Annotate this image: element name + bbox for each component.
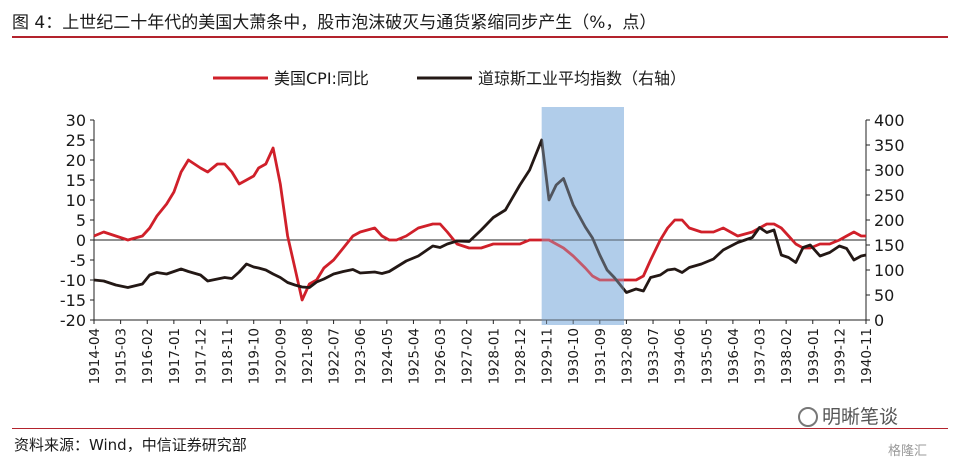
- x-tick-label: 1932-08: [619, 328, 635, 384]
- x-tick-label: 1931-09: [593, 328, 609, 384]
- y-left-tick-label: -10: [60, 271, 86, 290]
- source-rule: [12, 428, 948, 429]
- series-line-dow: [93, 138, 867, 294]
- y-left-tick-label: 0: [76, 231, 86, 250]
- axes-layer: -20-15-10-505101520253005010015020025030…: [60, 111, 905, 384]
- y-right-tick-label: 350: [874, 136, 905, 155]
- y-left-tick-label: 25: [66, 131, 86, 150]
- shaded-period-overlay: [541, 107, 624, 325]
- y-right-tick-label: 200: [874, 211, 905, 230]
- y-right-tick-label: 150: [874, 236, 905, 255]
- y-right-tick-label: 100: [874, 261, 905, 280]
- source-note: 资料来源：Wind，中信证券研究部: [14, 436, 247, 454]
- title-rule: [12, 36, 948, 38]
- x-tick-label: 1940-11: [859, 328, 875, 384]
- y-left-tick-label: -15: [60, 291, 86, 310]
- shaded-period: [541, 107, 624, 325]
- x-tick-label: 1923-06: [353, 328, 369, 384]
- x-tick-label: 1938-02: [779, 328, 795, 384]
- y-left-tick-label: 5: [76, 211, 86, 230]
- x-tick-label: 1920-09: [273, 328, 289, 384]
- y-left-tick-label: 20: [66, 151, 86, 170]
- y-left-tick-label: 15: [66, 171, 86, 190]
- x-tick-label: 1928-12: [513, 328, 529, 384]
- watermark-sub: 格隆汇: [888, 444, 928, 459]
- watermark: 明晰笔谈: [798, 402, 898, 429]
- x-tick-label: 1933-07: [646, 328, 662, 384]
- watermark-text: 明晰笔谈: [822, 406, 899, 428]
- y-left-tick-label: -5: [70, 251, 86, 270]
- shade-layer: [541, 107, 624, 325]
- legend-label-cpi: 美国CPI:同比: [274, 69, 369, 88]
- y-left-tick-label: 10: [66, 191, 86, 210]
- y-left-tick-label: -20: [60, 311, 86, 330]
- y-right-tick-label: 50: [874, 286, 894, 305]
- x-tick-label: 1914-04: [87, 328, 103, 384]
- x-tick-label: 1929-11: [540, 328, 556, 384]
- y-right-tick-label: 400: [874, 111, 905, 130]
- x-tick-label: 1934-06: [673, 328, 689, 384]
- x-tick-label: 1916-02: [140, 328, 156, 384]
- chart-title: 图 4：上世纪二十年代的美国大萧条中，股市泡沫破灭与通货紧缩同步产生（%，点）: [12, 13, 657, 33]
- y-right-tick-label: 0: [874, 311, 884, 330]
- legend-label-dow: 道琼斯工业平均指数（右轴）: [478, 69, 686, 88]
- x-tick-label: 1921-08: [300, 328, 316, 384]
- x-tick-label: 1927-02: [460, 328, 476, 384]
- series-layer: [93, 107, 867, 325]
- x-tick-label: 1930-10: [566, 328, 582, 384]
- x-tick-label: 1924-05: [380, 328, 396, 384]
- x-tick-label: 1926-03: [433, 328, 449, 384]
- y-right-tick-label: 250: [874, 186, 905, 205]
- x-tick-label: 1918-11: [220, 328, 236, 384]
- x-tick-label: 1919-10: [247, 328, 263, 384]
- series-line-cpi: [93, 146, 866, 302]
- x-tick-label: 1915-03: [114, 328, 130, 384]
- x-tick-label: 1917-12: [193, 328, 209, 384]
- x-tick-label: 1936-04: [726, 328, 742, 384]
- x-tick-label: 1922-07: [327, 328, 343, 384]
- legend: 美国CPI:同比 道琼斯工业平均指数（右轴）: [213, 69, 686, 88]
- x-tick-label: 1939-12: [832, 328, 848, 384]
- x-tick-label: 1939-01: [806, 328, 822, 384]
- y-left-tick-label: 30: [66, 111, 86, 130]
- x-tick-label: 1925-04: [406, 328, 422, 384]
- x-tick-label: 1928-01: [486, 328, 502, 384]
- wechat-icon: [798, 407, 818, 427]
- y-right-tick-label: 300: [874, 161, 905, 180]
- x-tick-label: 1937-03: [753, 328, 769, 384]
- x-tick-label: 1917-01: [167, 328, 183, 384]
- x-tick-label: 1935-05: [699, 328, 715, 384]
